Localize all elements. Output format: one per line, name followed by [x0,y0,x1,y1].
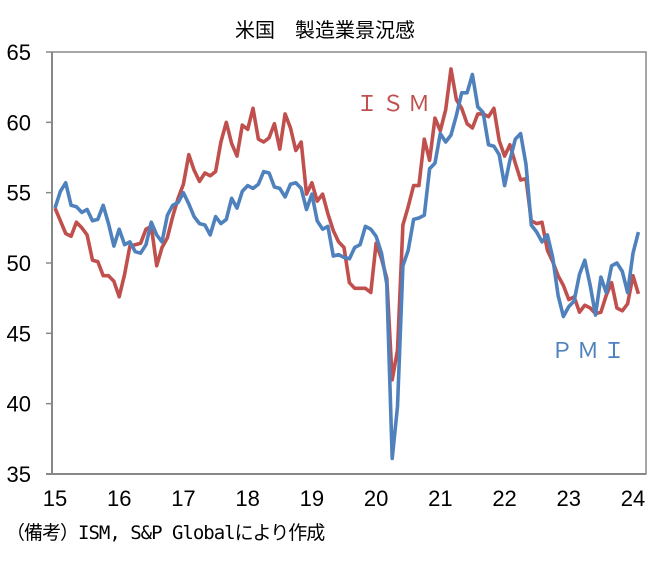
series-line-pmi [53,72,641,461]
y-tick-label: 35 [7,462,31,487]
y-tick-label: 45 [7,321,31,346]
series-label-pmi: ＰＭＩ [551,338,629,363]
x-tick-label: 24 [621,486,645,511]
x-tick-label: 19 [300,486,324,511]
x-tick-label: 17 [171,486,195,511]
y-tick-label: 60 [7,110,31,135]
plot-frame [51,51,647,475]
y-tick-label: 50 [7,251,31,276]
x-tick-label: 23 [557,486,581,511]
x-tick-label: 15 [43,486,67,511]
series-line-ism [53,67,641,382]
x-tick-label: 21 [428,486,452,511]
source-note: （備考）ISM, S&P Globalにより作成 [6,522,325,544]
chart-title: 米国 製造業景況感 [235,18,415,42]
x-tick-label: 20 [364,486,388,511]
x-tick-label: 16 [107,486,131,511]
y-tick-label: 65 [7,40,31,65]
x-tick-label: 18 [235,486,259,511]
x-tick-label: 22 [492,486,516,511]
y-tick-label: 40 [7,392,31,417]
y-tick-label: 55 [7,181,31,206]
series-label-ism: ＩＳＭ [356,91,434,116]
